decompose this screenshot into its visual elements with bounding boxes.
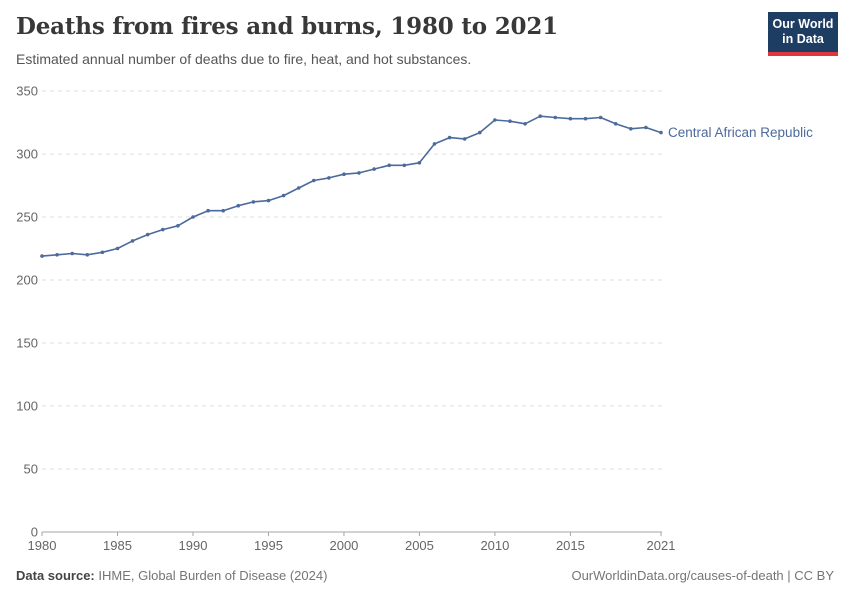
x-tick-label: 2010 [480, 538, 509, 553]
data-point-marker[interactable] [523, 122, 527, 126]
data-point-marker[interactable] [236, 203, 241, 208]
data-point-marker[interactable] [568, 116, 573, 121]
data-point-marker[interactable] [644, 125, 648, 130]
data-point-marker[interactable] [327, 176, 331, 180]
data-point-marker[interactable] [266, 198, 271, 203]
data-point-marker[interactable] [508, 119, 512, 123]
data-point-marker[interactable] [342, 172, 346, 176]
x-tick-label: 2000 [329, 538, 358, 553]
x-tick-label: 1995 [254, 538, 283, 553]
page-title: Deaths from fires and burns, 1980 to 202… [16, 13, 558, 40]
data-point-marker[interactable] [281, 193, 286, 198]
owid-logo-accent-bar [768, 52, 838, 56]
data-point-marker[interactable] [478, 130, 482, 135]
data-point-marker[interactable] [100, 250, 105, 255]
data-point-marker[interactable] [583, 116, 588, 121]
y-tick-label: 100 [16, 399, 38, 414]
data-point-marker[interactable] [553, 115, 558, 120]
data-point-marker[interactable] [70, 251, 74, 256]
series-line[interactable] [41, 115, 662, 257]
x-tick-label: 1990 [179, 538, 208, 553]
chart-footer: Data source: IHME, Global Burden of Dise… [16, 568, 834, 583]
owid-logo[interactable]: Our World in Data [768, 12, 838, 56]
data-point-marker[interactable] [372, 167, 376, 171]
data-point-marker[interactable] [115, 246, 120, 251]
x-tick-label: 2005 [405, 538, 434, 553]
license-credit-link[interactable]: OurWorldinData.org/causes-of-death | CC … [571, 568, 834, 583]
data-point-marker[interactable] [613, 122, 618, 126]
data-point-marker[interactable] [251, 200, 256, 204]
data-point-marker[interactable] [191, 215, 195, 219]
y-tick-label: 0 [31, 525, 38, 540]
data-point-marker[interactable] [85, 253, 90, 257]
y-tick-label: 50 [24, 462, 38, 477]
data-point-marker[interactable] [145, 232, 150, 237]
data-point-marker[interactable] [130, 239, 135, 243]
data-source-note: Data source: IHME, Global Burden of Dise… [16, 568, 327, 583]
owid-logo-box: Our World in Data [768, 12, 838, 52]
data-point-marker[interactable] [161, 227, 165, 232]
x-tick-label: 1980 [28, 538, 57, 553]
series-label[interactable]: Central African Republic [668, 124, 813, 140]
y-tick-label: 150 [16, 336, 38, 351]
x-tick-label: 2015 [556, 538, 585, 553]
data-point-marker[interactable] [538, 114, 542, 118]
data-point-marker[interactable] [629, 127, 633, 131]
owid-logo-line2: in Data [782, 32, 824, 46]
data-point-marker[interactable] [357, 171, 361, 175]
data-point-marker[interactable] [40, 254, 44, 258]
chart-subtitle: Estimated annual number of deaths due to… [16, 50, 472, 67]
x-tick-label: 1985 [103, 538, 132, 553]
data-point-marker[interactable] [402, 163, 407, 168]
data-source-text: IHME, Global Burden of Disease (2024) [94, 568, 328, 583]
y-tick-label: 200 [16, 273, 38, 288]
data-point-marker[interactable] [462, 137, 467, 141]
data-point-marker[interactable] [493, 118, 497, 122]
owid-logo-line1: Our World [772, 17, 834, 31]
data-point-marker[interactable] [206, 208, 210, 213]
y-tick-label: 350 [16, 84, 38, 99]
data-point-marker[interactable] [598, 115, 603, 120]
data-point-marker[interactable] [176, 224, 180, 228]
data-point-marker[interactable] [417, 161, 422, 165]
data-point-marker[interactable] [296, 186, 301, 190]
data-point-marker[interactable] [55, 253, 59, 257]
chart-header: Deaths from fires and burns, 1980 to 202… [16, 13, 746, 68]
data-point-marker[interactable] [659, 130, 663, 135]
data-point-marker[interactable] [447, 135, 452, 140]
data-point-marker[interactable] [432, 142, 437, 146]
y-tick-label: 250 [16, 210, 38, 225]
y-tick-label: 300 [16, 147, 38, 162]
data-point-marker[interactable] [387, 163, 392, 168]
data-point-marker[interactable] [221, 208, 225, 213]
data-point-marker[interactable] [312, 178, 316, 183]
data-source-label: Data source: [16, 568, 95, 583]
x-tick-label: 2021 [647, 538, 676, 553]
